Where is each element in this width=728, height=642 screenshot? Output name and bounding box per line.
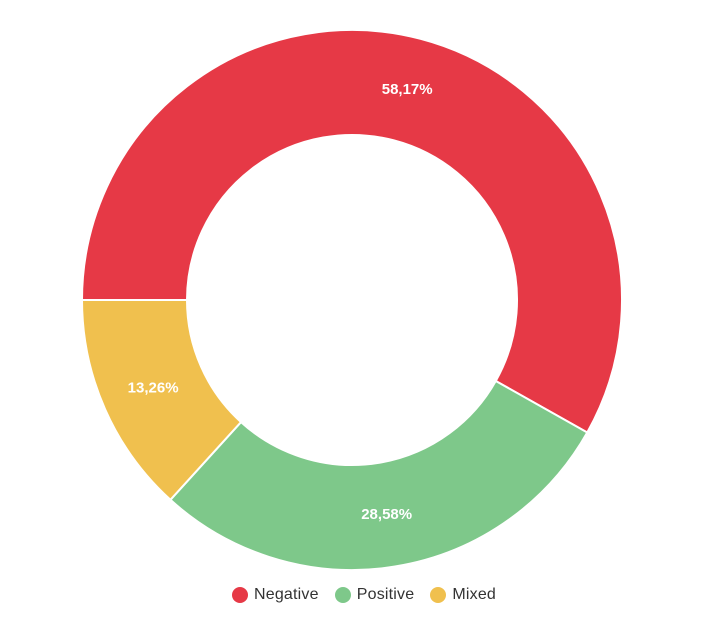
- legend-item-negative[interactable]: Negative: [231, 586, 319, 604]
- slice-positive[interactable]: [168, 379, 589, 571]
- legend-swatch-negative: [231, 587, 248, 603]
- donut-chart: 58,17% 28,58% 13,26%: [80, 29, 623, 571]
- legend-label-negative: Negative: [253, 586, 319, 603]
- legend-label-positive: Positive: [356, 586, 415, 603]
- donut-chart-svg: 58,17% 28,58% 13,26%: [80, 29, 623, 571]
- chart-legend: Negative Positive Mixed: [0, 581, 728, 609]
- legend-label-mixed: Mixed: [452, 586, 497, 603]
- slice-label-positive: 28,58%: [361, 506, 412, 523]
- legend-item-positive[interactable]: Positive: [334, 586, 415, 604]
- legend-item-mixed[interactable]: Mixed: [430, 586, 496, 604]
- legend-swatch-mixed: [430, 587, 447, 603]
- slice-mixed[interactable]: [80, 299, 243, 502]
- legend-swatch-positive: [334, 587, 351, 603]
- slice-label-mixed: 13,26%: [128, 379, 179, 396]
- slice-negative[interactable]: [80, 29, 623, 434]
- slice-label-negative: 58,17%: [382, 81, 433, 98]
